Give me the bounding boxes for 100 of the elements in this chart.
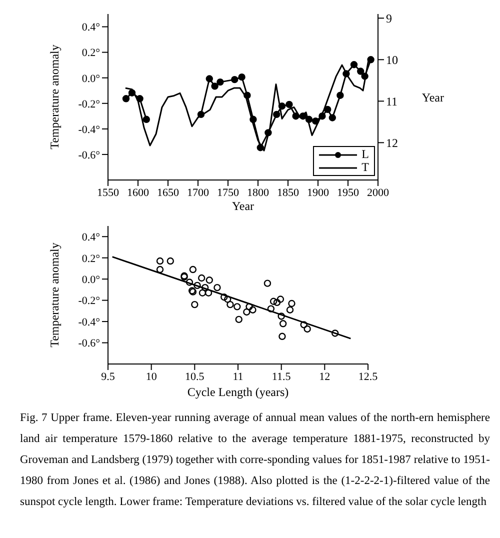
point bbox=[142, 116, 150, 124]
point bbox=[286, 306, 294, 314]
point bbox=[292, 112, 300, 120]
point bbox=[267, 305, 275, 312]
point bbox=[224, 296, 232, 303]
x-tick-label: 1750 bbox=[217, 186, 240, 199]
point bbox=[350, 61, 358, 68]
point bbox=[278, 332, 286, 340]
point bbox=[328, 114, 336, 122]
x-tick-label: 1650 bbox=[157, 186, 180, 199]
point bbox=[305, 116, 313, 124]
y-tick-label: 0.2° bbox=[82, 252, 100, 265]
point bbox=[186, 278, 194, 286]
y2-axis-title: Year bbox=[422, 90, 444, 104]
x-tick-label: 11 bbox=[232, 370, 244, 383]
legend-label: L bbox=[362, 147, 369, 161]
y-tick-label: 0.0° bbox=[82, 72, 100, 85]
y2-tick-label: 10 bbox=[386, 52, 398, 67]
point bbox=[220, 294, 228, 301]
x-tick-label: 1850 bbox=[277, 186, 300, 199]
x-tick-label: 12.5 bbox=[358, 370, 378, 383]
point bbox=[276, 296, 284, 303]
x-tick-label: 1900 bbox=[307, 186, 330, 199]
y-tick-label: -0.4° bbox=[78, 124, 100, 136]
point bbox=[197, 110, 205, 118]
point bbox=[214, 284, 221, 292]
x-tick-label: 1800 bbox=[247, 186, 270, 199]
point bbox=[342, 70, 350, 78]
y-tick-label: 0.4° bbox=[82, 22, 100, 34]
point bbox=[136, 95, 144, 102]
y-tick-label: 0.4° bbox=[82, 232, 100, 244]
point bbox=[279, 320, 287, 328]
point bbox=[238, 73, 246, 81]
point bbox=[246, 303, 253, 310]
point bbox=[191, 300, 198, 308]
point bbox=[324, 106, 332, 114]
point bbox=[234, 303, 241, 310]
x-tick-label: 9.5 bbox=[101, 370, 116, 383]
point bbox=[198, 289, 206, 296]
y-axis-title: Temperature anomaly bbox=[47, 242, 62, 348]
point bbox=[122, 95, 130, 102]
legend-label: T bbox=[362, 160, 369, 174]
point bbox=[273, 298, 281, 306]
point bbox=[156, 266, 164, 274]
y-tick-label: -0.4° bbox=[78, 316, 100, 328]
caption: Fig. 7 Upper frame. Eleven-year running average of annual mean values of the north-ern hemisphere land air temperature 1579-1860 relative to the average temperature 1881-1975, reconstructed by Groveman and Landsberg (1979) together with corre-sponding values for 1851-1987 relative to 1951-1980 from Jones et al. (1986) and Jones (1988). Also plotted is the (1-2-2-2-1)-filtered value of the sunspot cycle length. Lower frame: Temperature deviations vs. filtered value of the solar cycle length bbox=[20, 411, 490, 510]
x-tick-label: 1600 bbox=[127, 186, 150, 199]
x-tick-label: 1550 bbox=[97, 186, 120, 199]
point bbox=[286, 100, 293, 108]
point bbox=[273, 110, 280, 118]
point bbox=[226, 300, 234, 308]
point bbox=[300, 321, 308, 328]
point bbox=[278, 312, 285, 320]
point bbox=[250, 116, 257, 124]
point bbox=[249, 306, 256, 314]
y2-tick-label: 11 bbox=[386, 94, 398, 108]
point bbox=[357, 68, 364, 75]
point bbox=[243, 308, 250, 316]
point bbox=[198, 274, 206, 282]
point bbox=[288, 300, 296, 308]
y-tick-label: 0.2° bbox=[82, 47, 100, 60]
point bbox=[201, 284, 209, 292]
point bbox=[231, 76, 238, 84]
y-tick-label: -0.2° bbox=[78, 295, 100, 308]
x-tick-label: 1700 bbox=[187, 186, 210, 199]
point bbox=[206, 75, 213, 82]
x-axis-title: Year bbox=[232, 199, 254, 213]
x-axis-title: Cycle Length (years) bbox=[187, 385, 289, 399]
point bbox=[156, 257, 164, 265]
y-tick-label: -0.6° bbox=[78, 338, 100, 350]
point bbox=[216, 78, 224, 86]
x-tick-label: 11.5 bbox=[272, 370, 292, 383]
point bbox=[244, 92, 251, 99]
point bbox=[270, 298, 278, 305]
point bbox=[256, 144, 264, 152]
point bbox=[128, 89, 136, 96]
point bbox=[204, 289, 212, 296]
point bbox=[299, 112, 307, 120]
point bbox=[331, 330, 339, 337]
y2-tick-label: 12 bbox=[386, 136, 398, 150]
point bbox=[278, 102, 286, 110]
point bbox=[318, 112, 326, 120]
point bbox=[235, 316, 242, 324]
x-tick-label: 10.5 bbox=[185, 370, 205, 383]
point bbox=[194, 282, 201, 290]
y-axis-title: Temperature anomaly bbox=[47, 44, 62, 150]
point bbox=[361, 72, 368, 80]
x-tick-label: 1950 bbox=[337, 186, 360, 199]
x-tick-label: 12 bbox=[319, 370, 330, 383]
y-tick-label: 0.0° bbox=[82, 274, 100, 286]
point bbox=[304, 325, 311, 333]
point bbox=[166, 257, 174, 265]
point bbox=[264, 129, 272, 136]
y-tick-label: -0.2° bbox=[78, 98, 100, 110]
x-tick-label: 10 bbox=[146, 370, 158, 383]
point bbox=[312, 117, 320, 125]
point bbox=[189, 266, 197, 274]
y2-tick-label: 9 bbox=[386, 11, 392, 26]
point bbox=[206, 276, 213, 284]
y-tick-label: -0.6° bbox=[78, 149, 100, 162]
